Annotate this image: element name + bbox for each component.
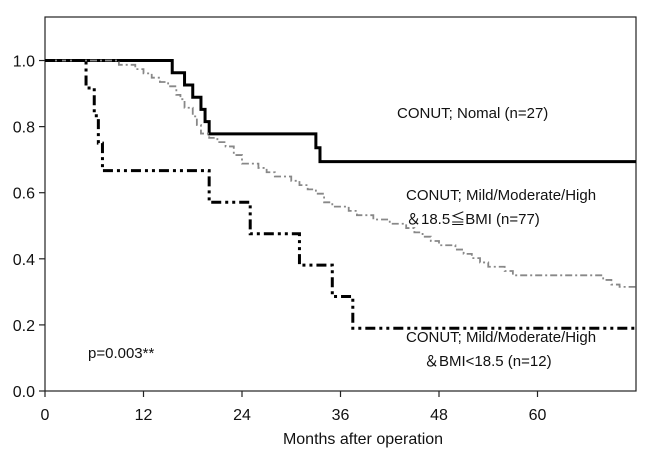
series-label-mild-bmi-high-line1: CONUT; Mild/Moderate/High xyxy=(406,187,596,204)
series-label-mild-bmi-low-line2: ＆BMI<18.5 (n=12) xyxy=(424,353,552,370)
x-tick-label: 36 xyxy=(332,407,350,424)
axes: 0 12 24 36 48 60 0.0 0.2 0.4 0.6 0.8 1.0 xyxy=(13,16,637,424)
x-tick-label: 48 xyxy=(430,407,448,424)
y-tick-label: 0.2 xyxy=(13,318,35,335)
x-axis-title: Months after operation xyxy=(283,431,443,448)
series-layer xyxy=(45,59,636,330)
series-line-1 xyxy=(45,59,636,288)
series-label-normal: CONUT; Nomal (n=27) xyxy=(397,105,548,122)
series-label-mild-bmi-high-line2: ＆18.5≦BMI (n=77) xyxy=(406,211,540,228)
y-tick-label: 0.4 xyxy=(13,252,35,269)
y-tick-label: 0.6 xyxy=(13,186,35,203)
series-line-2 xyxy=(45,59,636,330)
x-tick-label: 12 xyxy=(135,407,153,424)
x-tick-label: 24 xyxy=(233,407,251,424)
y-tick-label: 0.0 xyxy=(13,384,35,401)
p-value-annotation: p=0.003** xyxy=(88,345,154,362)
y-tick-label: 0.8 xyxy=(13,120,35,137)
series-line-0 xyxy=(45,59,636,164)
y-tick-label: 1.0 xyxy=(13,54,35,71)
x-tick-label: 0 xyxy=(41,407,50,424)
series-label-mild-bmi-low-line1: CONUT; Mild/Moderate/High xyxy=(406,329,596,346)
x-tick-label: 60 xyxy=(529,407,547,424)
